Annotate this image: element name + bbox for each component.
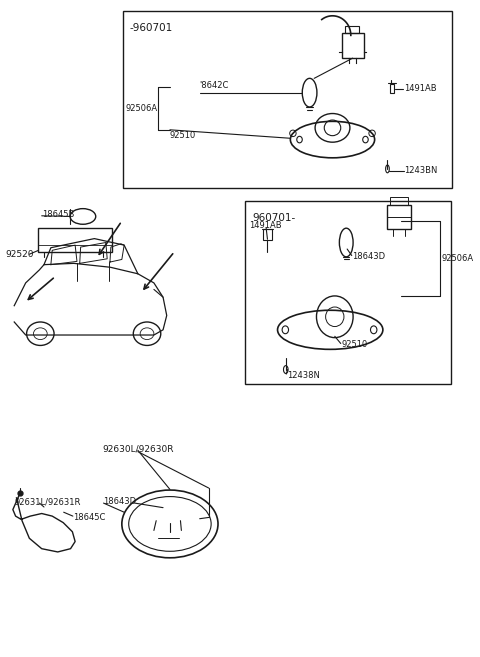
Text: 18645C: 18645C: [73, 513, 105, 522]
Text: 18643D: 18643D: [352, 252, 385, 261]
Bar: [390, 84, 394, 93]
Text: 92510: 92510: [170, 131, 196, 140]
Bar: [390, 197, 408, 205]
Text: 92520: 92520: [5, 250, 34, 259]
Bar: [387, 205, 411, 229]
Bar: [38, 228, 112, 252]
Text: 92506A: 92506A: [442, 254, 474, 263]
Text: 18645B: 18645B: [42, 210, 74, 219]
Bar: [123, 11, 453, 189]
Bar: [245, 202, 451, 384]
Text: 1491AB: 1491AB: [249, 221, 282, 230]
Text: 12438N: 12438N: [287, 371, 320, 380]
Text: 18643D: 18643D: [104, 497, 137, 507]
Text: '8642C: '8642C: [200, 81, 229, 90]
Bar: [264, 229, 272, 240]
Text: 92510: 92510: [342, 340, 368, 350]
Text: 960701-: 960701-: [252, 213, 296, 223]
Text: 92631L/92631R: 92631L/92631R: [14, 497, 81, 507]
Text: 92506A: 92506A: [125, 104, 157, 113]
Text: -960701: -960701: [130, 23, 173, 33]
Text: 1243BN: 1243BN: [404, 166, 438, 175]
Bar: [345, 26, 359, 34]
Text: 92630L/92630R: 92630L/92630R: [103, 445, 174, 453]
Bar: [342, 34, 364, 58]
Text: 1491AB: 1491AB: [404, 84, 437, 93]
